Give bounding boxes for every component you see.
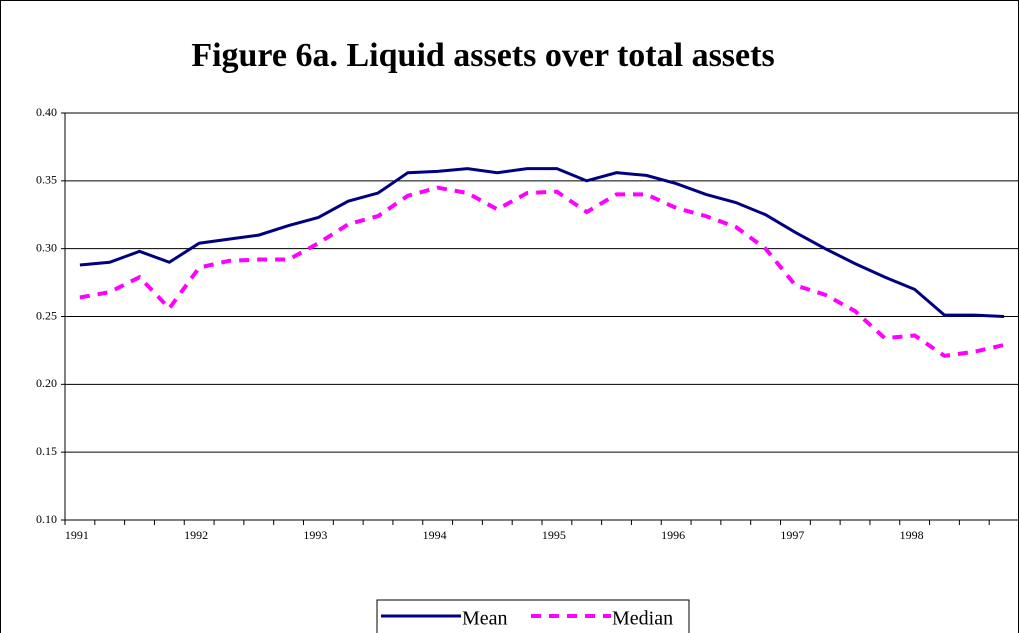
x-tick-label: 1993 xyxy=(303,528,327,542)
y-tick-label: 0.20 xyxy=(36,376,57,390)
x-tick-label: 1992 xyxy=(184,528,208,542)
y-tick-label: 0.25 xyxy=(36,308,57,322)
data-line xyxy=(79,167,1005,318)
y-tick-label: 0.40 xyxy=(36,105,57,119)
x-tick-label: 1997 xyxy=(780,528,804,542)
legend-label: Median xyxy=(612,608,673,630)
y-tick-label: 0.35 xyxy=(36,173,57,187)
x-tick-label: 1991 xyxy=(65,528,89,542)
x-tick-label: 1994 xyxy=(423,528,447,542)
data-line xyxy=(79,185,1005,358)
y-tick-label: 0.15 xyxy=(36,444,57,458)
legend-label: Mean xyxy=(462,608,508,630)
x-tick-label: 1996 xyxy=(661,528,685,542)
x-tick-label: 1995 xyxy=(542,528,566,542)
y-tick-label: 0.30 xyxy=(36,240,57,254)
x-tick-label: 1998 xyxy=(900,528,924,542)
chart-title: Figure 6a. Liquid assets over total asse… xyxy=(191,37,774,74)
y-tick-label: 0.10 xyxy=(36,512,57,526)
